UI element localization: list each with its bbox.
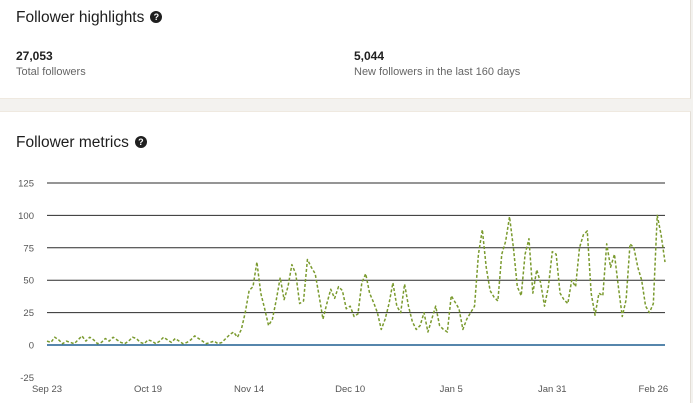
- y-tick-label: 50: [23, 276, 34, 287]
- follower-highlights-title: Follower highlights: [16, 9, 145, 26]
- y-tick-label: 0: [29, 341, 34, 352]
- y-tick-label: -25: [20, 373, 34, 384]
- series-line-new-followers: [46, 214, 666, 345]
- follower-highlights-heading: Follower highlights?: [16, 9, 163, 27]
- x-tick-label: Feb 26: [639, 384, 669, 395]
- follower-highlights-card: Follower highlights? 27,053 Total follow…: [0, 0, 691, 99]
- x-tick-label: Nov 14: [234, 384, 264, 395]
- follower-metrics-heading: Follower metrics?: [16, 134, 147, 152]
- y-tick-label: 25: [23, 308, 34, 319]
- follower-metrics-title: Follower metrics: [16, 134, 129, 151]
- y-tick-label: 125: [18, 179, 34, 190]
- help-icon[interactable]: ?: [134, 136, 147, 148]
- total-followers-value: 27,053: [16, 49, 53, 63]
- total-followers-stat: 27,053 Total followers: [16, 49, 86, 78]
- x-tick-label: Dec 10: [335, 384, 365, 395]
- x-tick-label: Sep 23: [32, 384, 62, 395]
- follower-metrics-card: Follower metrics?: [0, 111, 691, 403]
- total-followers-label: Total followers: [16, 66, 86, 78]
- help-icon[interactable]: ?: [150, 11, 163, 23]
- x-tick-label: Oct 19: [134, 384, 162, 395]
- new-followers-value: 5,044: [354, 49, 385, 63]
- y-tick-label: 75: [23, 243, 34, 254]
- x-tick-label: Jan 5: [440, 384, 463, 395]
- new-followers-label: New followers in the last 160 days: [354, 66, 521, 78]
- y-tick-label: 100: [18, 211, 34, 222]
- new-followers-stat: 5,044 New followers in the last 160 days: [354, 49, 520, 78]
- x-tick-label: Jan 31: [538, 384, 567, 395]
